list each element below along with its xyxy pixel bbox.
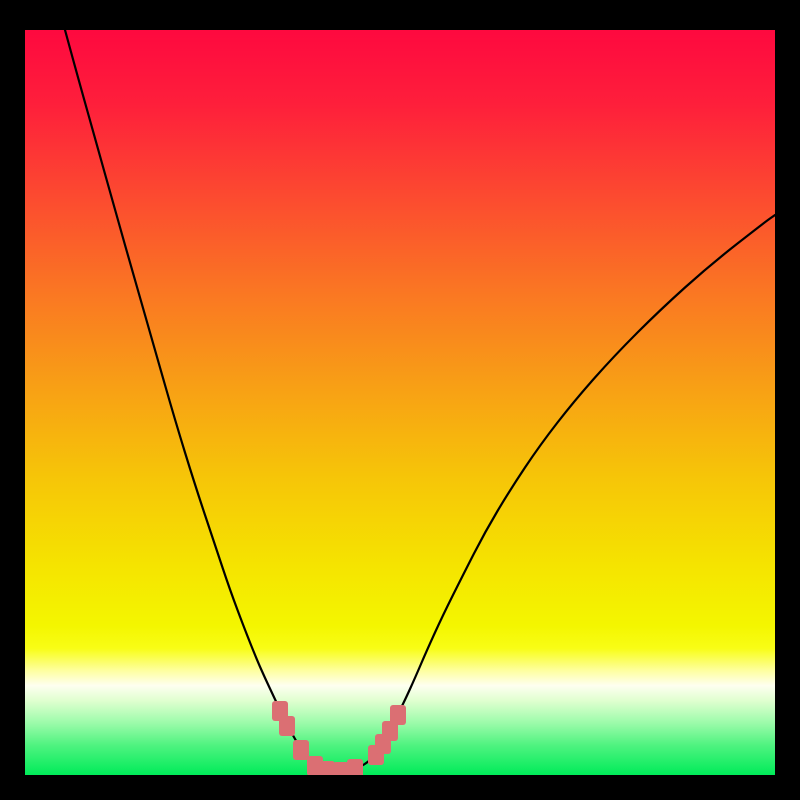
frame-right: [775, 0, 800, 800]
data-marker: [347, 759, 363, 775]
frame-bottom: [0, 775, 800, 800]
frame-top: [0, 0, 800, 30]
gradient-background: [25, 30, 775, 775]
frame-left: [0, 0, 25, 800]
data-marker: [279, 716, 295, 736]
plot-area: [25, 30, 775, 775]
data-marker: [390, 705, 406, 725]
